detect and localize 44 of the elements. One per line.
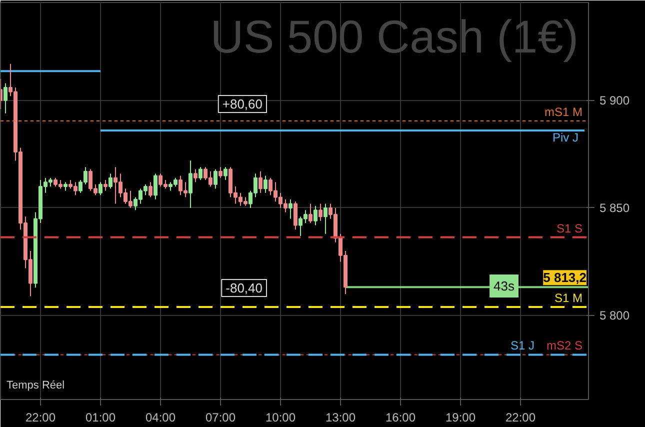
x-tick-label: 07:00 [205,410,236,424]
annotation: 43s [494,278,515,294]
ref-line-label: S1 S [556,221,582,236]
candlestick [308,203,312,224]
data-label: 5 813,2 [543,270,586,286]
annotation: +80,60 [222,96,262,112]
annotation: -80,40 [226,280,263,296]
y-tick-label: 5 800 [600,308,630,323]
candlestick [324,203,328,234]
candlestick [104,180,108,192]
candlestick [108,173,112,190]
candlestick [98,182,102,196]
candlestick [194,168,198,183]
x-tick-label: 22:00 [25,410,56,424]
x-tick-label: 13:00 [325,410,356,424]
candlestick [198,166,202,181]
y-tick-label: 5 900 [600,93,630,108]
candlestick [188,160,192,208]
annotation: Temps Réel [6,380,65,392]
candlestick [214,168,218,190]
series-label: Piv J [552,130,579,145]
ref-line-label: S1 J [510,338,535,353]
candlestick [288,198,292,220]
candlestick [294,201,298,230]
x-tick-label: 19:00 [445,410,476,424]
candlestick [148,182,152,198]
ref-line-label: mS2 S [546,338,583,353]
chart-title: US 500 Cash (1€) [210,10,579,62]
candlestick [318,203,322,222]
ref-line-label: mS1 M [544,104,583,119]
ref-line-label: S1 M [554,290,583,305]
candlestick [4,82,8,114]
x-tick-label: 04:00 [145,410,176,424]
x-tick-label: 01:00 [85,410,116,424]
y-tick-label: 5 850 [600,200,630,215]
candlestick [154,173,158,200]
x-tick-label: 10:00 [265,410,296,424]
x-tick-label: 22:00 [505,410,536,424]
x-tick-label: 16:00 [385,410,416,424]
candlestick [264,175,268,194]
candlestick [314,205,318,226]
candlestick [224,166,228,181]
candlestick [218,166,222,178]
candlestick [258,170,262,194]
